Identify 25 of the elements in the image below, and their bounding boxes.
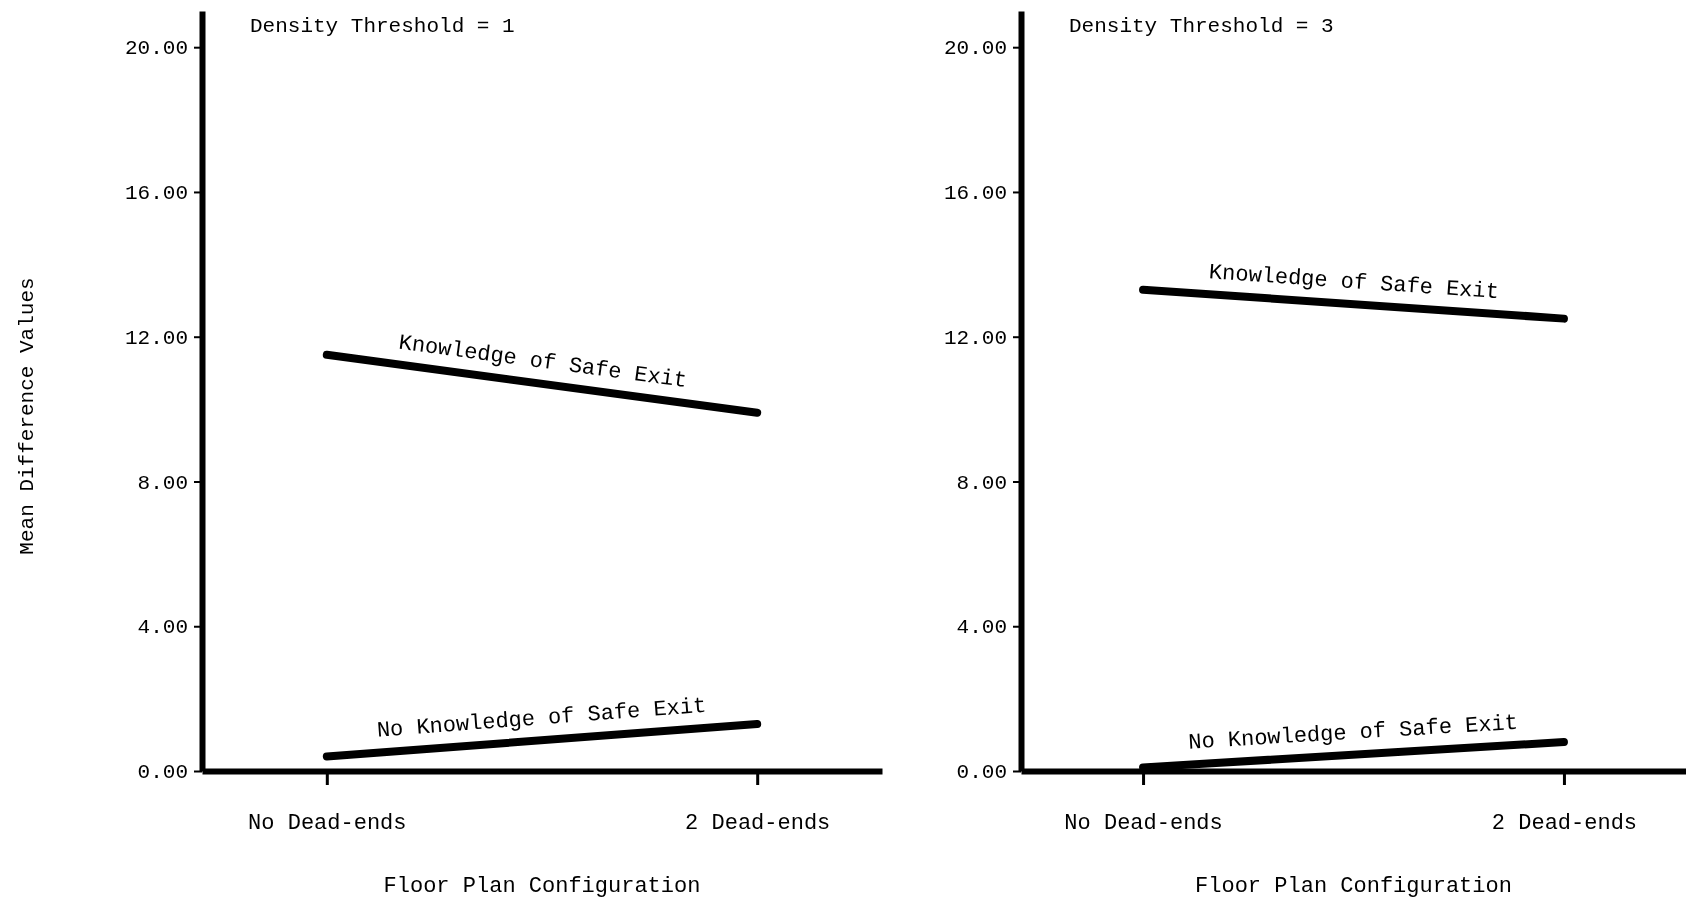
x-tick-label: No Dead-ends [1064, 810, 1223, 836]
chart-title: Density Threshold = 3 [1069, 15, 1334, 38]
text: Knowledge of Safe Exit [397, 330, 689, 395]
chart-title: Density Threshold = 1 [250, 15, 515, 38]
y-tick-label: 8.00 [956, 471, 1007, 495]
x-axis-title: Floor Plan Configuration [1195, 874, 1512, 899]
y-tick-label: 20.00 [943, 37, 1007, 61]
y-tick-label: 12.00 [943, 326, 1007, 350]
y-tick-label: 16.00 [124, 182, 188, 206]
x-tick-label: 2 Dead-ends [1491, 810, 1638, 836]
y-tick-label: 8.00 [137, 471, 188, 495]
x-tick-label: No Dead-ends [248, 810, 407, 836]
x-tick-label: 2 Dead-ends [685, 810, 831, 836]
series-label: No Knowledge of Safe Exit [376, 693, 708, 744]
y-tick-label: 20.00 [124, 37, 188, 61]
series-label: Knowledge of Safe Exit [1208, 260, 1500, 306]
series-label: No Knowledge of Safe Exit [1187, 710, 1519, 756]
y-tick-label: 0.00 [137, 761, 188, 785]
y-tick-label: 4.00 [137, 616, 188, 640]
y-tick-label: 4.00 [956, 616, 1007, 640]
y-tick-label: 12.00 [124, 326, 188, 350]
x-axis-title: Floor Plan Configuration [383, 874, 701, 899]
y-tick-label: 0.00 [956, 761, 1007, 785]
y-axis-title: Mean Difference Values [16, 277, 39, 555]
y-tick-label: 16.00 [943, 182, 1007, 206]
